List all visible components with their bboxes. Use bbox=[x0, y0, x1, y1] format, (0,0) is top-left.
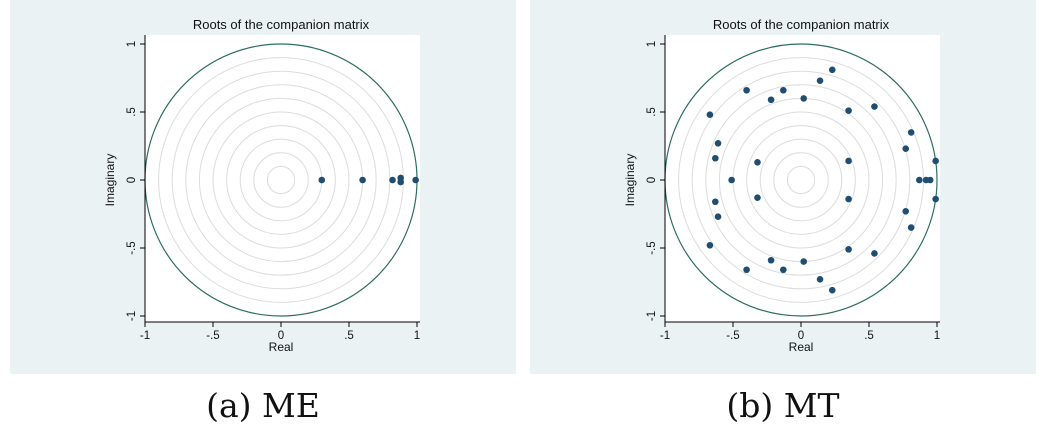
root-point bbox=[845, 246, 852, 253]
y-axis-label: Imaginary bbox=[623, 154, 637, 207]
caption-mt: (b) MT bbox=[726, 386, 840, 425]
x-tick-label: -1 bbox=[140, 330, 150, 342]
grid-circle bbox=[226, 125, 336, 235]
grid-circle bbox=[253, 152, 309, 208]
grid-circle bbox=[773, 152, 829, 208]
x-tick-label: .5 bbox=[344, 330, 354, 342]
y-tick-label: 1 bbox=[646, 41, 658, 47]
grid-circle bbox=[158, 57, 404, 303]
chart-title: Roots of the companion matrix bbox=[713, 17, 890, 32]
root-point bbox=[871, 250, 878, 257]
root-point bbox=[828, 66, 836, 74]
y-tick-label: -.5 bbox=[646, 241, 658, 254]
root-point bbox=[926, 176, 934, 184]
plot-area bbox=[145, 35, 420, 322]
grid-circle bbox=[212, 111, 350, 249]
root-point bbox=[871, 103, 878, 110]
y-tick-label: .5 bbox=[126, 107, 138, 117]
root-point bbox=[816, 275, 824, 283]
x-tick-label: 1 bbox=[934, 330, 940, 342]
root-point bbox=[397, 178, 404, 186]
root-point bbox=[932, 157, 939, 165]
grid-circle bbox=[786, 165, 816, 195]
root-point bbox=[706, 111, 714, 119]
root-point bbox=[816, 77, 824, 85]
root-point bbox=[916, 176, 923, 184]
roots-chart-mt: -1 -.5 0 .5 1 -1 -.5 0 .5 1 Roots of the companion… bbox=[623, 17, 940, 354]
root-point bbox=[800, 258, 808, 265]
y-tick-label: -.5 bbox=[126, 241, 138, 254]
grid-circle bbox=[691, 70, 911, 290]
grid-circle bbox=[705, 84, 897, 276]
x-tick-label: -.5 bbox=[206, 330, 219, 342]
root-point bbox=[359, 176, 366, 184]
root-point bbox=[712, 198, 719, 206]
x-tick-label: -1 bbox=[660, 330, 670, 342]
caption-me: (a) ME bbox=[206, 386, 320, 425]
root-point bbox=[714, 213, 722, 221]
root-point bbox=[754, 159, 761, 166]
y-tick-label: 0 bbox=[126, 177, 138, 183]
x-tick-label: .5 bbox=[864, 330, 874, 342]
root-point bbox=[318, 176, 326, 184]
grid-circle bbox=[759, 138, 843, 222]
grid-circle bbox=[266, 165, 296, 195]
x-tick-label: 0 bbox=[278, 330, 284, 342]
root-point bbox=[780, 86, 787, 94]
root-point bbox=[800, 95, 808, 102]
y-axis-label: Imaginary bbox=[103, 154, 117, 207]
x-tick-label: 1 bbox=[414, 330, 420, 342]
chart-title: Roots of the companion matrix bbox=[193, 17, 370, 32]
root-point bbox=[845, 157, 852, 165]
root-point bbox=[828, 286, 836, 294]
x-axis-label: Real bbox=[269, 340, 294, 354]
x-tick-label: 0 bbox=[798, 330, 804, 342]
root-point bbox=[845, 195, 852, 203]
root-point bbox=[714, 139, 722, 147]
y-tick-label: -1 bbox=[126, 311, 138, 321]
grid-circle bbox=[746, 125, 856, 235]
root-point bbox=[780, 266, 787, 274]
panel-me: -1 -.5 0 .5 1 -1 -.5 0 .5 1 Roots of the companion… bbox=[10, 0, 516, 374]
root-point bbox=[743, 266, 750, 274]
panel-mt: -1 -.5 0 .5 1 -1 -.5 0 .5 1 Roots of the companion… bbox=[530, 0, 1036, 374]
root-point bbox=[389, 176, 396, 184]
plot-area bbox=[665, 35, 940, 322]
root-point bbox=[754, 194, 761, 201]
grid-circle bbox=[185, 84, 377, 276]
y-tick-label: 1 bbox=[126, 41, 138, 47]
x-tick-label: -.5 bbox=[726, 330, 739, 342]
root-point bbox=[902, 145, 910, 153]
root-point bbox=[932, 195, 939, 203]
y-tick-label: -1 bbox=[646, 311, 658, 321]
x-axis-label: Real bbox=[789, 340, 814, 354]
root-point bbox=[907, 224, 915, 231]
root-point bbox=[706, 241, 714, 249]
root-point bbox=[412, 176, 419, 184]
root-point bbox=[728, 176, 735, 184]
root-point bbox=[767, 96, 775, 104]
root-point bbox=[767, 256, 775, 264]
root-point bbox=[845, 107, 852, 114]
root-point bbox=[743, 86, 750, 94]
root-point bbox=[907, 129, 915, 136]
y-tick-label: 0 bbox=[646, 177, 658, 183]
root-point bbox=[712, 154, 719, 162]
root-point bbox=[902, 207, 910, 215]
y-tick-label: .5 bbox=[646, 107, 658, 117]
roots-chart-me: -1 -.5 0 .5 1 -1 -.5 0 .5 1 Roots of the companion… bbox=[103, 17, 420, 354]
